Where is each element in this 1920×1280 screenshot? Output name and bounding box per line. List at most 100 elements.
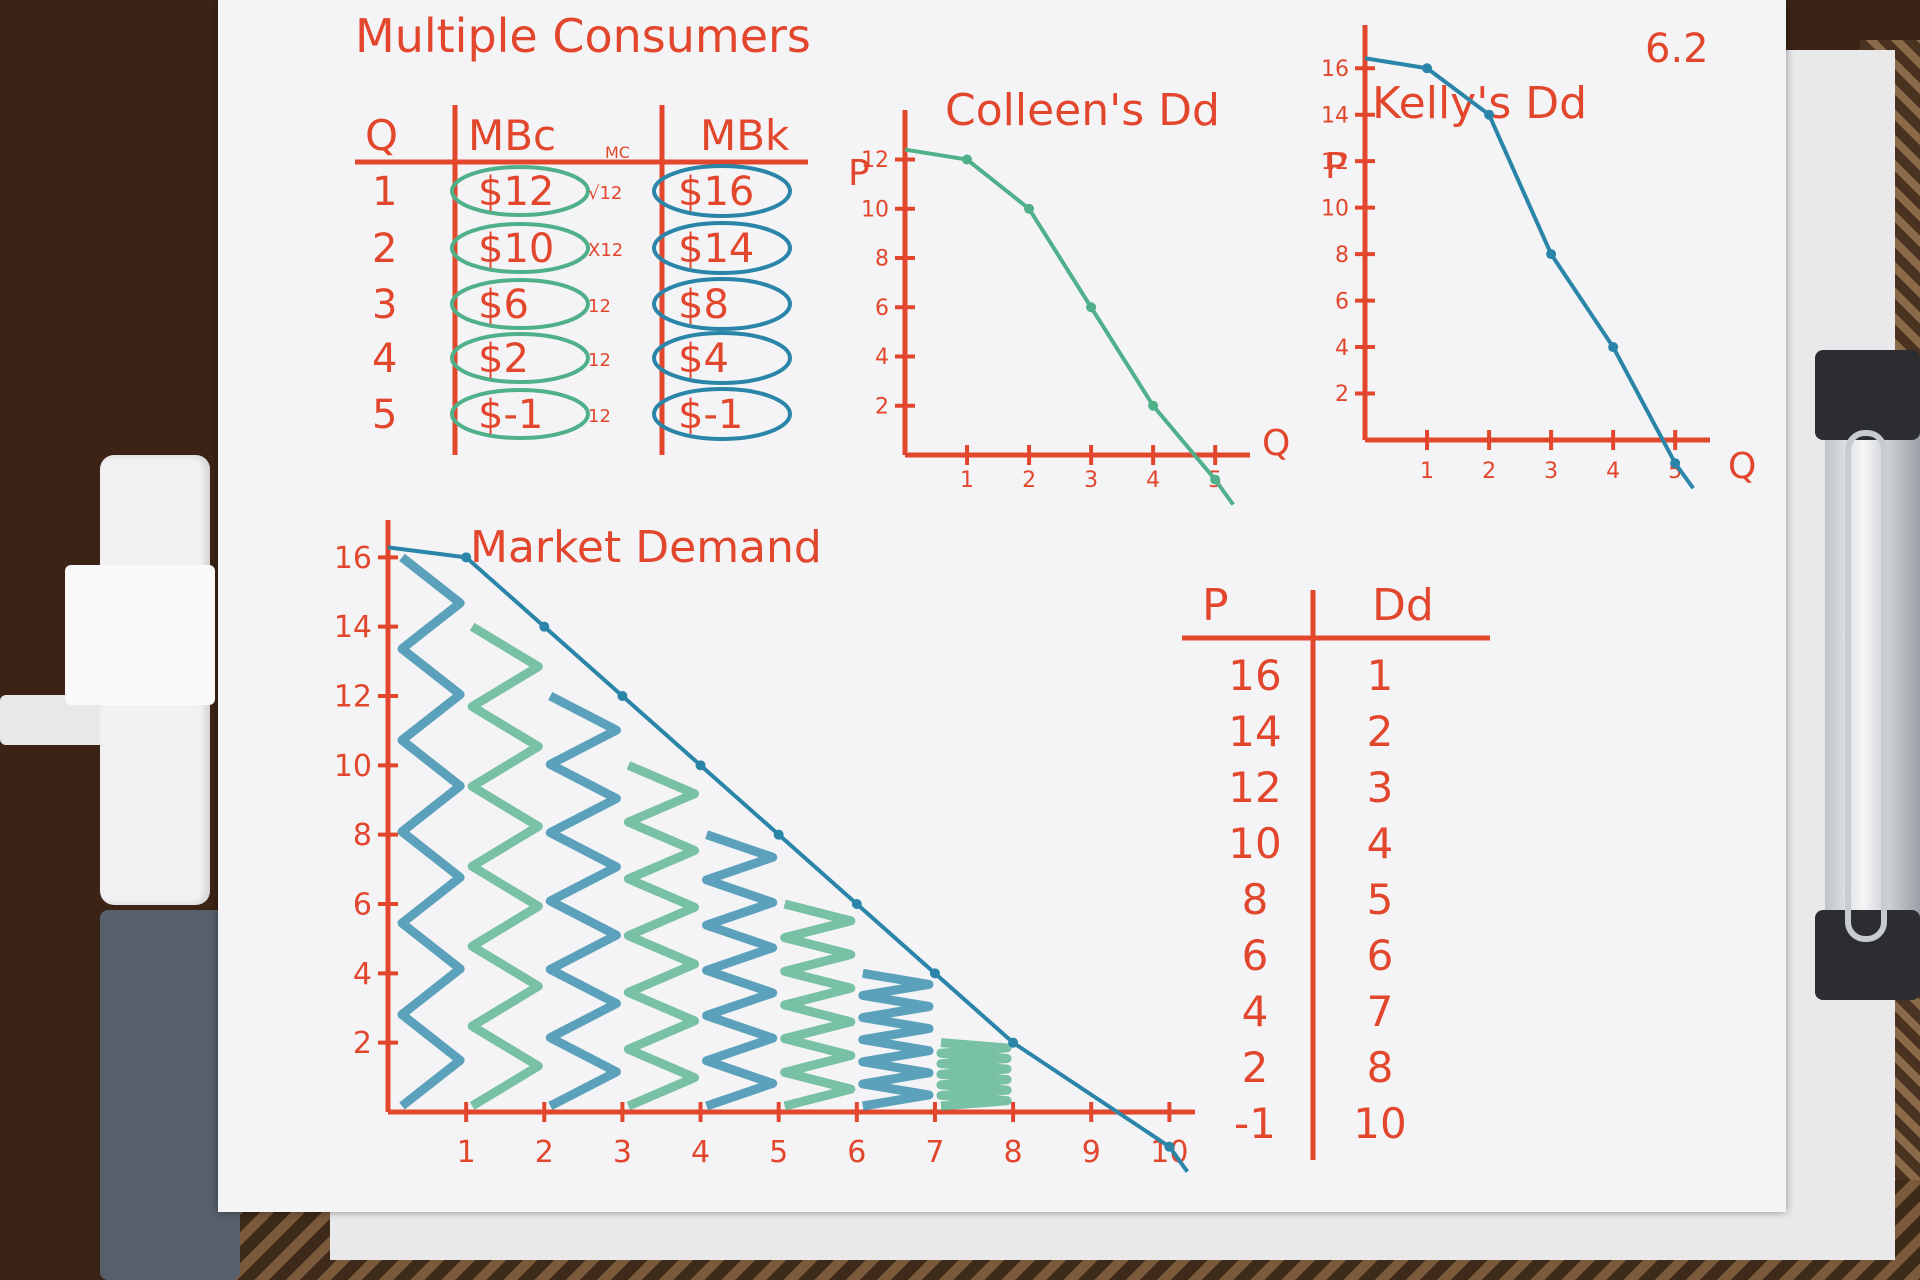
market-row-dd: 1 — [1367, 651, 1394, 700]
col-mc: MC — [605, 143, 630, 162]
y-tick-label: 4 — [353, 957, 372, 992]
x-tick-label: 2 — [1022, 468, 1036, 493]
data-point — [1484, 109, 1495, 120]
row-mbc: $12 — [478, 169, 554, 215]
mbc-circle — [450, 332, 590, 384]
x-tick-label: 4 — [1606, 459, 1620, 484]
y-tick-label: 10 — [334, 749, 372, 784]
y-tick-label: 8 — [875, 247, 889, 272]
mbk-circle — [652, 331, 792, 385]
row-mbk: $-1 — [678, 392, 743, 438]
col-q: Q — [365, 111, 398, 160]
mbc-circle — [450, 165, 590, 217]
market-row-dd: 3 — [1367, 763, 1394, 812]
colleen-ylabel: P — [848, 153, 870, 194]
x-tick-label: 9 — [1082, 1135, 1101, 1170]
y-tick-label: 14 — [1321, 103, 1349, 128]
y-tick-label: 2 — [1335, 382, 1349, 407]
x-tick-label: 1 — [960, 468, 974, 493]
x-tick-label: 3 — [613, 1135, 632, 1170]
holder-clip — [65, 565, 215, 705]
y-tick-label: 4 — [875, 345, 889, 370]
data-point — [1008, 1037, 1019, 1048]
data-point — [1148, 400, 1159, 411]
market-row-dd: 5 — [1367, 875, 1394, 924]
market-table: P Dd 16 1 14 2 12 3 10 4 8 5 6 6 4 7 2 8 -1 10 — [1182, 580, 1490, 1160]
y-tick-label: 6 — [875, 296, 889, 321]
row-mbk: $8 — [678, 282, 729, 328]
data-point — [773, 829, 784, 840]
data-point — [851, 899, 862, 909]
row-mbk: $16 — [678, 169, 754, 215]
market-row-p: 10 — [1228, 819, 1281, 868]
mbc-circle — [450, 278, 590, 330]
y-tick-label: 2 — [875, 394, 889, 419]
mbk-circle — [652, 277, 792, 331]
y-tick-label: 8 — [1335, 243, 1349, 268]
demand-line — [904, 147, 1235, 506]
mbk-circle — [652, 221, 792, 275]
market-row-p: 6 — [1242, 931, 1269, 980]
mbk-circle — [652, 387, 792, 441]
clipboard-board — [100, 910, 240, 1280]
data-point — [539, 621, 550, 632]
area-shading — [780, 899, 856, 1111]
x-tick-label: 6 — [847, 1135, 866, 1170]
area-shading — [545, 692, 621, 1110]
mbk-circle — [652, 164, 792, 218]
col-mbc: MBc — [468, 111, 556, 160]
data-point — [929, 968, 940, 979]
data-point — [1546, 249, 1557, 260]
area-shading — [467, 622, 543, 1110]
colleen-xlabel: Q — [1262, 423, 1290, 464]
camera-holder — [0, 455, 215, 905]
x-tick-label: 3 — [1544, 459, 1558, 484]
mb-table: Q MBc MC MBk 1 $12 √12 $16 2 $10 X12 $14 3 $6 12 $8… — [355, 105, 808, 455]
data-point — [1210, 474, 1221, 485]
market-row-p: -1 — [1234, 1099, 1276, 1148]
y-tick-label: 4 — [1335, 336, 1349, 361]
mbc-circle — [450, 388, 590, 440]
data-point — [617, 691, 628, 701]
row-mbc: $6 — [478, 282, 529, 328]
row-mbk: $4 — [678, 336, 729, 382]
market-rows: 16 1 14 2 12 3 10 4 8 5 6 6 4 7 2 8 -1 10 — [1228, 651, 1406, 1148]
y-tick-label: 16 — [334, 541, 372, 576]
y-tick-label: 12 — [334, 680, 372, 715]
x-tick-label: 1 — [457, 1135, 476, 1170]
x-tick-label: 3 — [1084, 468, 1098, 493]
y-tick-label: 14 — [334, 610, 372, 645]
row-mbc: $2 — [478, 336, 529, 382]
page-number: 6.2 — [1645, 26, 1709, 72]
row-mbk: $14 — [678, 226, 754, 272]
row-mc: 12 — [588, 406, 611, 427]
market-row-dd: 10 — [1353, 1099, 1406, 1148]
y-tick-label: 12 — [861, 148, 889, 173]
paper-sheet — [218, 0, 1786, 1212]
market-row-p: 16 — [1228, 651, 1281, 700]
market-row-p: 14 — [1228, 707, 1281, 756]
y-tick-label: 12 — [1321, 150, 1349, 175]
market-row-p: 2 — [1242, 1043, 1269, 1092]
row-mbc: $-1 — [478, 392, 543, 438]
y-tick-label: 6 — [1335, 289, 1349, 314]
x-tick-label: 4 — [691, 1135, 710, 1170]
area-shading — [623, 761, 700, 1111]
data-point — [1024, 203, 1035, 214]
y-tick-label: 10 — [1321, 196, 1349, 221]
area-shading — [702, 830, 778, 1111]
x-tick-label: 8 — [1004, 1135, 1023, 1170]
x-tick-label: 2 — [1482, 459, 1496, 484]
row-mc: √12 — [588, 183, 622, 204]
row-mc: 12 — [588, 296, 611, 317]
area-shading — [936, 1038, 1012, 1111]
row-mbc: $10 — [478, 226, 554, 272]
y-tick-label: 8 — [353, 818, 372, 853]
kelly-xlabel: Q — [1728, 446, 1756, 487]
market-col-dd: Dd — [1372, 580, 1434, 631]
row-q: 2 — [372, 226, 397, 272]
